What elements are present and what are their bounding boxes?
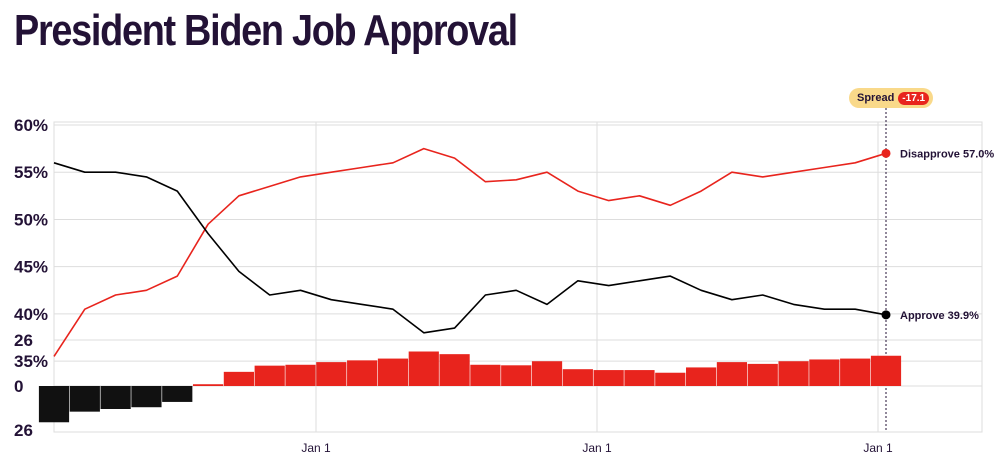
spread-bar (285, 364, 316, 386)
disapprove-line (53, 147, 887, 357)
approve-end-label: Approve 39.9% (900, 310, 979, 322)
spread-bar (254, 365, 285, 386)
spread-bar (870, 355, 902, 386)
spread-bar (347, 360, 378, 386)
spread-bar (192, 384, 224, 386)
end-markers: Disapprove 57.0% Approve 39.9% (881, 148, 994, 322)
approve-end-dot (881, 310, 891, 320)
y-tick-label: 45% (14, 258, 48, 277)
bar-y-tick-label: 26 (14, 421, 33, 440)
spread-bar (531, 361, 563, 386)
spread-bar (562, 369, 593, 386)
spread-bar (686, 367, 717, 386)
x-tick-label: Jan 1 (863, 441, 893, 455)
y-axis-ticks: 60% 55% 50% 45% 40% 35% 26 0 26 (14, 116, 48, 440)
spread-bar (69, 386, 100, 412)
spread-bar (377, 358, 409, 386)
spread-bar (593, 370, 624, 386)
spread-bar (778, 361, 809, 386)
series-lines (53, 147, 887, 357)
x-tick-label: Jan 1 (582, 441, 612, 455)
spread-bar (624, 370, 655, 386)
page-title: President Biden Job Approval (14, 6, 518, 55)
spread-bar (316, 362, 347, 386)
spread-bar (223, 371, 254, 386)
spread-bar (439, 354, 470, 386)
bar-y-tick-label: 26 (14, 331, 33, 350)
spread-bars (38, 351, 902, 423)
plot-frame (53, 121, 983, 433)
spread-bar (131, 386, 162, 408)
y-tick-label: 40% (14, 305, 48, 324)
spread-value: -17.1 (898, 91, 930, 105)
spread-bar (840, 358, 871, 386)
spread-bar (408, 351, 439, 386)
y-tick-label: 35% (14, 352, 48, 371)
approve-line (53, 162, 887, 334)
y-tick-label: 50% (14, 210, 48, 229)
spread-bar (809, 359, 840, 386)
spread-bar (470, 364, 501, 386)
spread-bar (716, 362, 748, 386)
spread-bar (38, 386, 70, 423)
disapprove-end-dot (881, 148, 891, 158)
spread-bar (162, 386, 193, 402)
spread-bar (501, 365, 532, 386)
y-tick-label: 60% (14, 116, 48, 135)
spread-bar (655, 372, 686, 386)
spread-badge: Spread -17.1 (849, 88, 934, 108)
spread-label: Spread (857, 92, 895, 104)
spread-bar (747, 363, 778, 386)
spread-bar (100, 386, 131, 409)
bar-y-tick-label: 0 (14, 377, 23, 396)
y-tick-label: 55% (14, 163, 48, 182)
x-tick-label: Jan 1 (301, 441, 331, 455)
disapprove-end-label: Disapprove 57.0% (900, 148, 994, 160)
x-axis-ticks: Jan 1 Jan 1 Jan 1 (301, 441, 893, 455)
